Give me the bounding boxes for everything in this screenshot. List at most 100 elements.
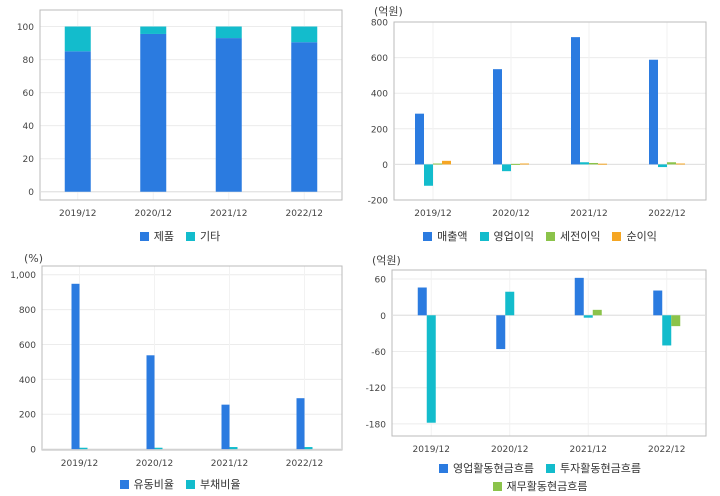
legend-label: 유동비율 [133, 478, 174, 491]
bar [424, 164, 433, 186]
x-tick-label: 2022/12 [286, 459, 323, 469]
bar [146, 355, 155, 450]
bar [71, 283, 80, 450]
legend-swatch [546, 231, 555, 241]
legend-swatch [492, 481, 502, 491]
chart-plot-cashflow: -180 -120 -60 0 60 2019/12 2020/12 2021/12 2022/… [366, 269, 707, 454]
chart-plot-ratios: 0 200 400 600 800 1,000 2019/12 2020/12 2021/12 2… [10, 265, 343, 469]
bar-secondary [291, 26, 318, 43]
x-tick-label: 2019/12 [414, 209, 451, 219]
bar [671, 315, 681, 327]
bar [296, 398, 305, 450]
legend-item: 유동비율 [119, 476, 174, 492]
bar-secondary [140, 26, 167, 34]
y-tick-label: 800 [19, 306, 36, 316]
bar [442, 160, 451, 165]
bar [598, 163, 607, 165]
bar [571, 37, 580, 165]
y-tick-label: -120 [366, 384, 387, 394]
x-tick-label: 2020/12 [135, 209, 172, 219]
legend-item: 세전이익 [546, 228, 600, 244]
y-tick-label: 200 [371, 125, 388, 135]
legend-swatch [186, 231, 195, 241]
plot-frame [39, 9, 343, 201]
chart-panel-income: (억원) -200 0 200 400 600 800 2019/12 2020/12 2021… [360, 0, 720, 248]
y-tick-label: 0 [28, 188, 34, 198]
bar [520, 163, 529, 165]
chart-panel-product-mix: 0 20 40 60 80 100 2019/12 2020/12 2021/12 2022/12… [0, 0, 360, 248]
legend-swatch [439, 463, 449, 473]
legend-item: 재무활동현금흐름 [492, 478, 588, 494]
x-tick-label: 2021/12 [211, 459, 248, 469]
bar-primary [291, 42, 318, 192]
bar-primary [140, 33, 167, 192]
bar [304, 447, 313, 450]
x-tick-label: 2021/12 [570, 209, 607, 219]
legend-swatch [479, 231, 489, 241]
x-tick-label: 2022/12 [286, 209, 323, 219]
y-tick-label: 1,000 [10, 271, 36, 281]
legend-item: 영업활동현금흐름 [439, 460, 534, 476]
bar [229, 447, 238, 450]
y-tick-label: 400 [19, 376, 36, 386]
legend-label: 매출액 [437, 230, 468, 243]
x-tick-label: 2019/12 [61, 459, 98, 469]
legend-label: 부채비율 [200, 478, 241, 491]
unit-label: (%) [24, 252, 44, 265]
bar [496, 315, 506, 350]
chart-legend: 유동비율 부채비율 [0, 476, 360, 492]
legend-swatch [423, 231, 433, 241]
legend-swatch [139, 231, 149, 241]
bar-secondary [64, 26, 91, 52]
legend-label: 재무활동현금흐름 [506, 480, 588, 493]
bar [676, 163, 685, 165]
chart-legend: 매출액 영업이익 세전이익 순이익 [360, 228, 720, 244]
x-tick-label: 2020/12 [492, 209, 529, 219]
bar [592, 309, 602, 316]
legend-item: 투자활동현금흐름 [546, 460, 641, 476]
legend-item: 기타 [186, 228, 220, 244]
plot-frame [41, 265, 343, 451]
y-tick-label: 80 [23, 56, 35, 66]
legend-label: 기타 [200, 230, 221, 243]
legend-item: 제품 [139, 228, 174, 244]
legend-item: 순이익 [612, 228, 657, 244]
chart-plot-income: -200 0 200 400 600 800 2019/12 2020/12 2021/12 20… [368, 19, 707, 219]
legend-label: 제품 [153, 230, 174, 243]
bar [667, 162, 676, 165]
y-tick-label: -60 [371, 348, 386, 358]
y-tick-label: -180 [366, 420, 387, 430]
bar [415, 113, 424, 165]
legend-label: 투자활동현금흐름 [560, 462, 641, 475]
plot-frame [391, 269, 707, 437]
x-tick-label: 2019/12 [59, 209, 96, 219]
bar [662, 315, 672, 346]
x-tick-label: 2019/12 [413, 445, 450, 454]
legend-item: 부채비율 [186, 476, 240, 492]
x-tick-label: 2022/12 [648, 209, 685, 219]
chart-legend: 제품 기타 [0, 228, 360, 244]
bar [433, 163, 442, 165]
y-tick-label: 0 [382, 161, 388, 171]
bar-primary [64, 51, 91, 192]
chart-panel-cashflow: (억원) -180 -120 -60 0 60 2019/12 2020/12 2021/12… [360, 248, 720, 496]
x-tick-label: 2020/12 [491, 445, 528, 454]
y-tick-label: 400 [371, 90, 388, 100]
legend-swatch [546, 463, 555, 473]
legend-label: 세전이익 [560, 230, 601, 243]
legend-label: 순이익 [626, 230, 657, 243]
x-tick-label: 2021/12 [570, 445, 607, 454]
legend-swatch [119, 479, 129, 489]
legend-item: 매출액 [423, 228, 468, 244]
y-tick-label: 60 [375, 276, 387, 286]
y-tick-label: -200 [368, 197, 389, 207]
legend-item: 영업이익 [479, 228, 534, 244]
chart-panel-ratios: (%) 0 200 400 600 800 1,000 2019/12 2020/12 2021… [0, 248, 360, 496]
unit-label: (억원) [372, 254, 401, 267]
bar [502, 164, 511, 172]
unit-label: (억원) [374, 5, 403, 18]
bar [493, 69, 502, 165]
bar [417, 287, 427, 316]
legend-label: 영업이익 [493, 230, 534, 243]
y-tick-label: 600 [371, 54, 388, 64]
